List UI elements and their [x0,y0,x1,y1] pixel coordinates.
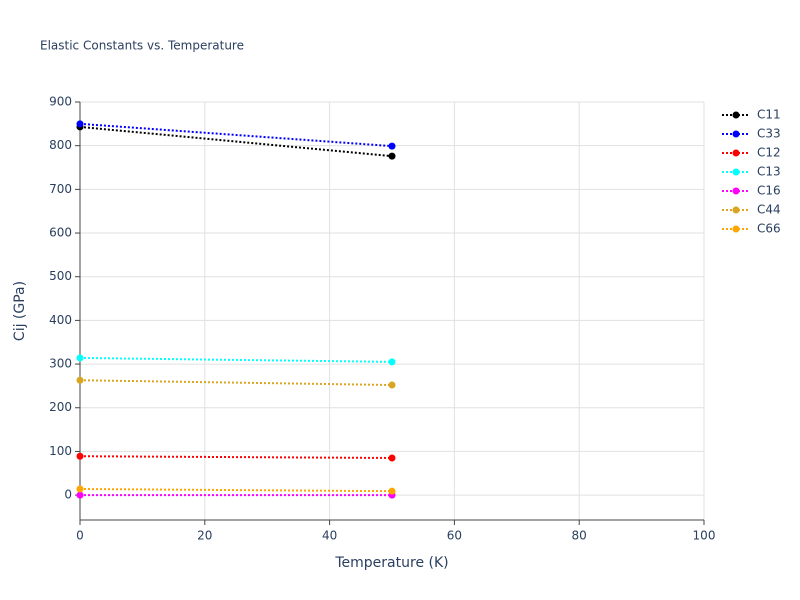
series-line [79,356,393,363]
y-tick-label: 0 [64,488,72,502]
y-tick-label: 200 [49,400,72,414]
legend-label: C12 [757,146,781,160]
legend-marker [732,149,740,157]
data-point [76,120,84,128]
x-tick-label: 100 [693,529,716,543]
legend-marker [732,225,740,233]
series-line [79,379,393,387]
legend-label: C44 [757,203,781,217]
x-tick-label: 60 [447,529,462,543]
x-tick-label: 40 [322,529,337,543]
data-point [388,152,396,160]
y-axis-label: Cij (GPa) [12,281,28,341]
y-tick-label: 700 [49,182,72,196]
series-line [79,487,393,493]
series-line [79,122,393,148]
x-tick-label: 0 [76,529,84,543]
legend-marker [732,206,740,214]
y-tick-label: 400 [49,313,72,327]
data-point [76,354,84,362]
data-point [76,452,84,460]
series-line [79,125,393,158]
y-tick-label: 100 [49,444,72,458]
legend-label: C13 [757,165,781,179]
x-tick-label: 20 [197,529,212,543]
y-tick-label: 300 [49,357,72,371]
data-point [76,491,84,499]
legend-marker [732,187,740,195]
data-point [388,381,396,389]
data-point [76,376,84,384]
data-point [388,142,396,150]
data-point [388,358,396,366]
data-point [388,487,396,495]
data-point [388,454,396,462]
y-tick-label: 500 [49,269,72,283]
x-tick-label: 80 [572,529,587,543]
x-axis-label: Temperature (K) [334,555,448,571]
y-tick-label: 900 [49,95,72,109]
legend-marker [732,111,740,119]
legend-marker [732,168,740,176]
legend-label: C16 [757,184,781,198]
legend-label: C33 [757,127,781,141]
legend-marker [732,130,740,138]
y-tick-label: 600 [49,226,72,240]
legend-label: C11 [757,108,781,122]
chart-title: Elastic Constants vs. Temperature [40,39,244,53]
y-tick-label: 800 [49,138,72,152]
data-point [76,485,84,493]
legend-label: C66 [757,222,781,236]
series-line [79,455,393,459]
